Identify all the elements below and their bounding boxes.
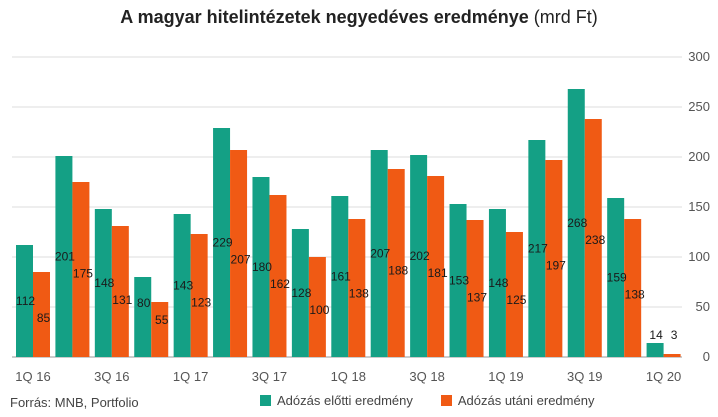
chart-legend: Adózás előtti eredmény Adózás utáni ered… <box>260 393 594 408</box>
legend-swatch-pretax <box>260 395 271 406</box>
bar-pretax <box>449 204 467 357</box>
data-label-pretax: 217 <box>528 242 548 256</box>
data-label-pretax: 201 <box>55 250 75 264</box>
x-tick-label: 1Q 19 <box>488 369 523 384</box>
y-tick-label: 150 <box>688 199 710 214</box>
data-label-pretax: 14 <box>649 328 663 342</box>
bar-aftertax <box>308 257 326 357</box>
bar-pretax <box>567 89 585 357</box>
x-tick-label: 3Q 19 <box>567 369 602 384</box>
x-tick-label: 1Q 18 <box>331 369 366 384</box>
bar-pretax <box>16 245 33 357</box>
chart-title-main: A magyar hitelintézetek negyedéves eredm… <box>120 7 529 27</box>
data-label-aftertax: 131 <box>112 293 132 307</box>
data-label-pretax: 202 <box>410 249 430 263</box>
legend-item-aftertax: Adózás utáni eredmény <box>440 393 595 408</box>
bar-aftertax <box>72 182 90 357</box>
x-tick-label: 3Q 17 <box>252 369 287 384</box>
data-label-pretax: 148 <box>94 276 114 290</box>
x-tick-label: 1Q 17 <box>173 369 208 384</box>
data-label-aftertax: 181 <box>428 266 448 280</box>
data-label-pretax: 229 <box>213 236 233 250</box>
bar-pretax <box>370 150 388 357</box>
y-tick-label: 0 <box>703 349 710 364</box>
bar-aftertax <box>663 354 681 357</box>
bar-aftertax <box>466 220 484 357</box>
x-tick-label: 3Q 16 <box>94 369 129 384</box>
data-label-pretax: 112 <box>16 294 35 308</box>
bar-aftertax <box>190 234 208 357</box>
bar-pretax <box>488 209 506 357</box>
bar-pretax <box>252 177 270 357</box>
data-label-aftertax: 123 <box>191 296 211 310</box>
bar-pretax <box>410 155 428 357</box>
data-label-pretax: 148 <box>488 276 508 290</box>
bar-pretax <box>173 214 191 357</box>
bar-aftertax <box>111 226 129 357</box>
data-label-aftertax: 175 <box>73 267 93 281</box>
data-label-aftertax: 85 <box>37 311 51 325</box>
source-note: Forrás: MNB, Portfolio <box>10 395 139 410</box>
data-label-aftertax: 188 <box>388 264 408 278</box>
data-label-pretax: 159 <box>607 271 627 285</box>
x-tick-label: 1Q 16 <box>15 369 50 384</box>
bar-aftertax <box>584 119 602 357</box>
bar-pretax <box>134 277 152 357</box>
chart-title: A magyar hitelintézetek negyedéves eredm… <box>0 7 718 28</box>
data-label-aftertax: 138 <box>625 288 645 302</box>
bar-pretax <box>528 140 546 357</box>
data-label-pretax: 180 <box>252 260 272 274</box>
bar-aftertax <box>427 176 445 357</box>
bar-aftertax <box>230 150 248 357</box>
data-label-pretax: 80 <box>137 296 151 310</box>
x-tick-label: 3Q 18 <box>409 369 444 384</box>
data-label-pretax: 161 <box>331 270 351 284</box>
bar-pretax <box>55 156 73 357</box>
bar-pretax <box>213 128 231 357</box>
data-label-aftertax: 3 <box>671 328 678 342</box>
data-label-aftertax: 100 <box>309 303 329 317</box>
chart-title-unit: (mrd Ft) <box>533 7 598 27</box>
bar-aftertax <box>624 219 642 357</box>
data-label-pretax: 153 <box>449 274 469 288</box>
legend-label-pretax: Adózás előtti eredmény <box>277 393 413 408</box>
data-label-pretax: 207 <box>370 247 390 261</box>
bar-aftertax <box>33 272 50 357</box>
data-label-aftertax: 138 <box>349 287 369 301</box>
y-tick-label: 250 <box>688 99 710 114</box>
legend-swatch-aftertax <box>440 395 452 406</box>
bar-pretax <box>646 343 664 357</box>
bar-pretax <box>607 198 625 357</box>
bar-aftertax <box>269 195 287 357</box>
bar-aftertax <box>545 160 563 357</box>
y-tick-label: 200 <box>688 149 710 164</box>
y-tick-label: 300 <box>688 49 710 64</box>
x-tick-label: 1Q 20 <box>646 369 681 384</box>
data-label-aftertax: 162 <box>270 277 290 291</box>
bar-pretax <box>94 209 112 357</box>
data-label-pretax: 143 <box>173 279 193 293</box>
bar-pretax <box>291 229 309 357</box>
data-label-aftertax: 197 <box>546 259 566 273</box>
data-label-aftertax: 207 <box>231 253 251 267</box>
data-label-aftertax: 55 <box>155 313 169 327</box>
legend-label-aftertax: Adózás utáni eredmény <box>457 393 595 408</box>
bar-aftertax <box>505 232 523 357</box>
legend-item-pretax: Adózás előtti eredmény <box>260 393 413 408</box>
data-label-aftertax: 137 <box>467 291 487 305</box>
data-label-pretax: 128 <box>291 286 311 300</box>
y-tick-label: 100 <box>688 249 710 264</box>
bar-aftertax <box>348 219 366 357</box>
bar-aftertax <box>151 302 169 357</box>
data-label-aftertax: 238 <box>585 233 605 247</box>
data-label-pretax: 268 <box>567 216 587 230</box>
data-label-aftertax: 125 <box>506 293 526 307</box>
bar-pretax <box>331 196 349 357</box>
bar-aftertax <box>387 169 405 357</box>
y-tick-label: 50 <box>696 299 710 314</box>
